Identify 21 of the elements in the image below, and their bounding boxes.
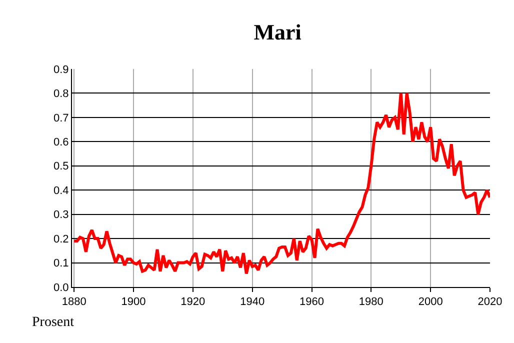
x-tick-label: 2000 <box>418 296 443 308</box>
y-tick-label: 0.5 <box>54 160 69 173</box>
y-tick-label: 0.6 <box>54 136 69 149</box>
x-tick-label: 1980 <box>358 296 384 308</box>
y-tick-label: 0.1 <box>54 258 69 270</box>
y-tick-label: 0.7 <box>54 112 69 124</box>
y-tick-label: 0.4 <box>54 184 69 197</box>
x-tick-label: 1920 <box>180 296 206 308</box>
y-tick-label: 0.9 <box>54 64 69 76</box>
x-tick-label: 2020 <box>478 296 502 308</box>
y-tick-label: 0.0 <box>54 282 69 294</box>
x-tick-label: 1880 <box>62 296 86 308</box>
line-series <box>72 92 490 276</box>
x-tick-label: 1900 <box>121 296 146 308</box>
x-tick-label: 1960 <box>300 296 324 308</box>
y-axis-title: Prosent <box>32 315 74 330</box>
y-tick-label: 0.3 <box>54 209 69 222</box>
chart-title: Mari <box>254 19 302 44</box>
x-tick-label: 1940 <box>240 296 265 308</box>
y-tick-label: 0.2 <box>54 233 69 246</box>
y-tick-label: 0.8 <box>54 88 69 100</box>
